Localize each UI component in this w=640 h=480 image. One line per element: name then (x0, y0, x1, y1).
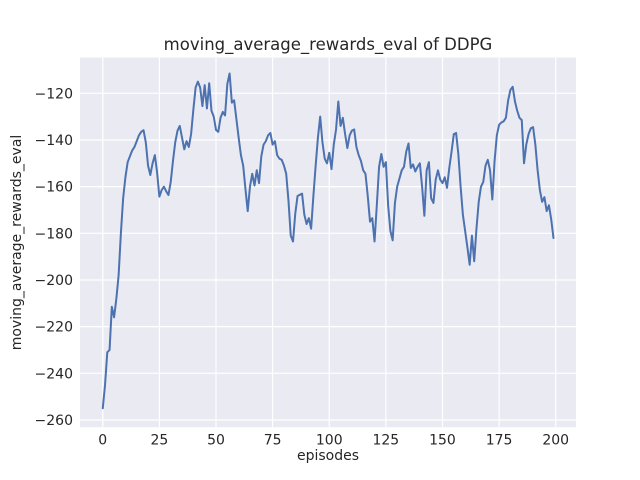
y-tick-label: −200 (35, 273, 73, 289)
x-tick-label: 175 (486, 433, 513, 449)
x-tick-label: 125 (372, 433, 399, 449)
y-tick-label: −220 (35, 320, 73, 336)
x-tick-label: 50 (207, 433, 225, 449)
chart-title: moving_average_rewards_eval of DDPG (164, 35, 493, 55)
y-axis-label: moving_average_rewards_eval (9, 135, 25, 351)
x-tick-label: 25 (150, 433, 168, 449)
y-axis-tick-labels: −260 −240 −220 −200 −180 −160 −140 −120 (35, 86, 73, 429)
y-tick-label: −160 (35, 180, 73, 196)
x-tick-label: 100 (316, 433, 343, 449)
x-tick-label: 75 (264, 433, 282, 449)
plot-area (80, 57, 576, 428)
y-tick-label: −180 (35, 226, 73, 242)
gridlines (80, 57, 576, 428)
data-series-line (101, 72, 555, 410)
x-axis-tick-labels: 0 25 50 75 100 125 150 175 200 (98, 433, 569, 449)
x-tick-label: 0 (98, 433, 107, 449)
x-tick-label: 200 (542, 433, 569, 449)
x-axis-label: episodes (297, 448, 359, 464)
y-tick-label: −240 (35, 366, 73, 382)
y-tick-label: −260 (35, 413, 73, 429)
y-tick-label: −120 (35, 86, 73, 102)
x-tick-label: 150 (429, 433, 456, 449)
y-tick-label: −140 (35, 133, 73, 149)
